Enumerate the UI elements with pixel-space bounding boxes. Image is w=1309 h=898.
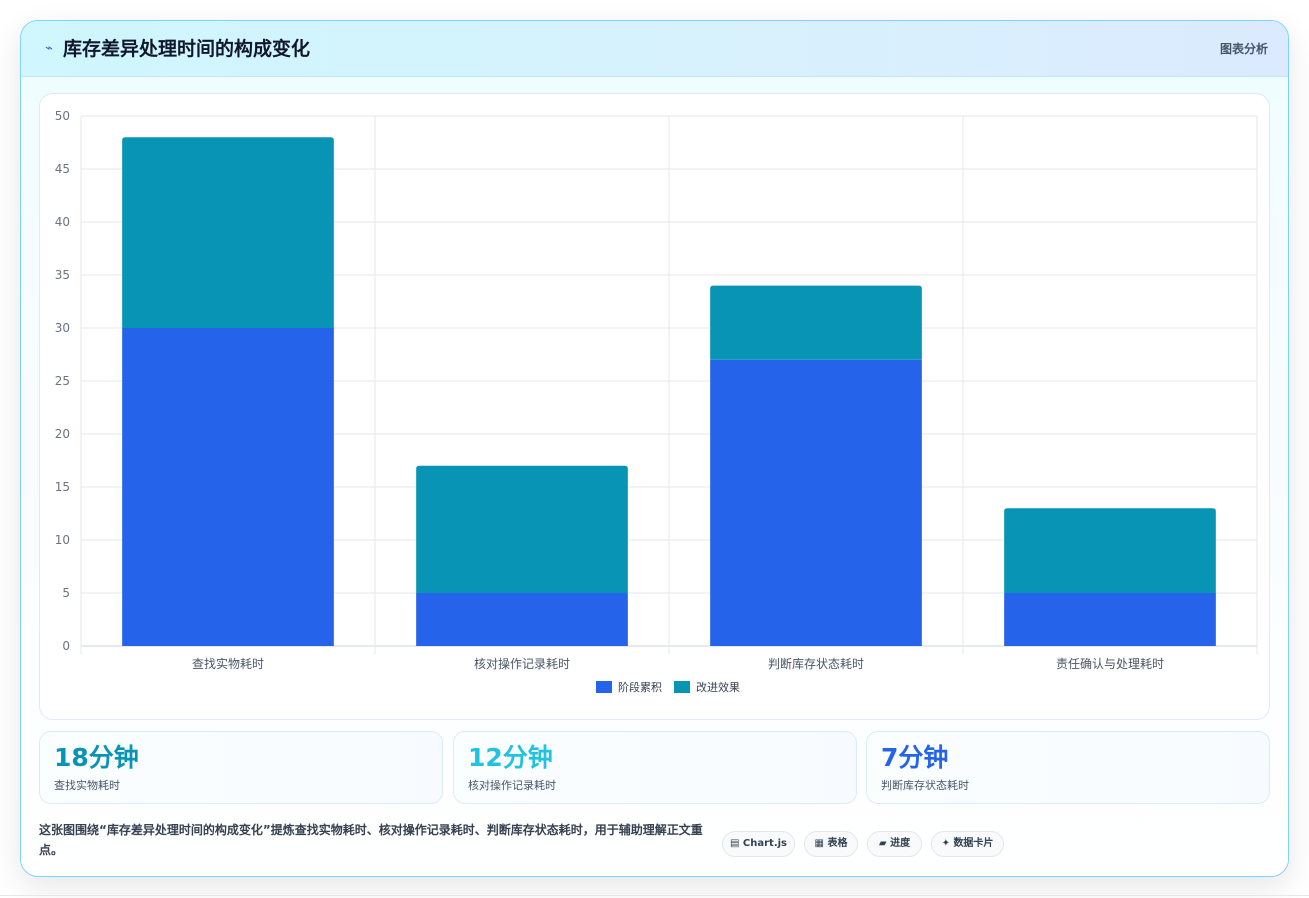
tag-label: 表格 <box>827 838 848 849</box>
sparkle-icon: ✦ <box>941 838 950 849</box>
stat-value: 18分钟 <box>54 743 139 772</box>
legend-swatch <box>674 681 690 693</box>
chart-icon: ▤ <box>729 838 740 849</box>
y-tick-label: 10 <box>55 533 70 547</box>
y-tick-label: 0 <box>62 639 70 653</box>
chart-card: ⌁ 库存差异处理时间的构成变化 图表分析 0 5 10 15 20 25 30 35 40 45 5… <box>20 20 1289 877</box>
bar-segment <box>416 593 628 646</box>
bar-segment <box>416 465 628 593</box>
x-tick-label: 判断库存状态耗时 <box>768 656 864 671</box>
legend-label: 阶段累积 <box>618 680 662 694</box>
tag-label: 进度 <box>890 838 911 849</box>
x-tick-label: 责任确认与处理耗时 <box>1056 657 1164 671</box>
bar-segment <box>710 359 922 646</box>
bar-segment <box>122 328 334 646</box>
tag-label: Chart.js <box>742 838 788 849</box>
stat-card-judge: 7分钟 判断库存状态耗时 <box>866 731 1270 804</box>
stat-label: 判断库存状态耗时 <box>881 779 969 792</box>
progress-icon: ▰ <box>878 838 887 849</box>
tag-data-card[interactable]: ✦ 数据卡片 <box>931 831 1004 857</box>
chart-panel: 0 5 10 15 20 25 30 35 40 45 50 查找实物耗时 核对操作记录耗时 判断库存状态… <box>39 93 1270 720</box>
header-tag: 图表分析 <box>1219 42 1268 56</box>
y-tick-label: 40 <box>55 215 70 229</box>
x-tick-label: 查找实物耗时 <box>192 656 264 671</box>
stat-card-check: 12分钟 核对操作记录耗时 <box>453 731 857 804</box>
bar-segment <box>1004 593 1216 646</box>
card-header: ⌁ 库存差异处理时间的构成变化 图表分析 <box>21 21 1288 77</box>
stat-card-find: 18分钟 查找实物耗时 <box>39 731 443 804</box>
y-tick-label: 20 <box>55 427 70 441</box>
stat-value: 7分钟 <box>881 743 949 772</box>
bar-segment <box>710 285 922 360</box>
footer-description: 这张图围绕“库存差异处理时间的构成变化”提炼查找实物耗时、核对操作记录耗时、判断… <box>39 823 703 857</box>
bar-segment <box>122 137 334 328</box>
legend-label: 改进效果 <box>696 680 740 694</box>
y-tick-label: 50 <box>55 109 70 123</box>
y-tick-label: 45 <box>55 162 70 176</box>
y-tick-label: 15 <box>55 480 70 494</box>
y-tick-label: 25 <box>55 374 70 388</box>
stat-label: 核对操作记录耗时 <box>468 779 556 792</box>
y-tick-label: 35 <box>55 268 70 282</box>
chart-line-icon: ⌁ <box>45 41 53 56</box>
x-tick-label: 核对操作记录耗时 <box>474 656 570 671</box>
y-tick-label: 30 <box>55 321 70 335</box>
tag-label: 数据卡片 <box>953 838 994 849</box>
tag-progress[interactable]: ▰ 进度 <box>867 831 922 857</box>
legend-swatch <box>596 681 612 693</box>
table-icon: ▦ <box>814 838 824 849</box>
bar-segment <box>1004 508 1216 593</box>
stacked-bar-chart: 0 5 10 15 20 25 30 35 40 45 50 查找实物耗时 核对操作记录耗时 判断库存状态… <box>55 109 1258 694</box>
tag-table[interactable]: ▦ 表格 <box>804 831 858 857</box>
stat-label: 查找实物耗时 <box>54 779 120 792</box>
page-bottom-divider <box>0 895 1309 896</box>
y-tick-label: 5 <box>62 586 70 600</box>
stat-value: 12分钟 <box>468 743 553 772</box>
tag-chartjs[interactable]: ▤ Chart.js <box>722 831 795 857</box>
page-title: 库存差异处理时间的构成变化 <box>63 38 311 60</box>
